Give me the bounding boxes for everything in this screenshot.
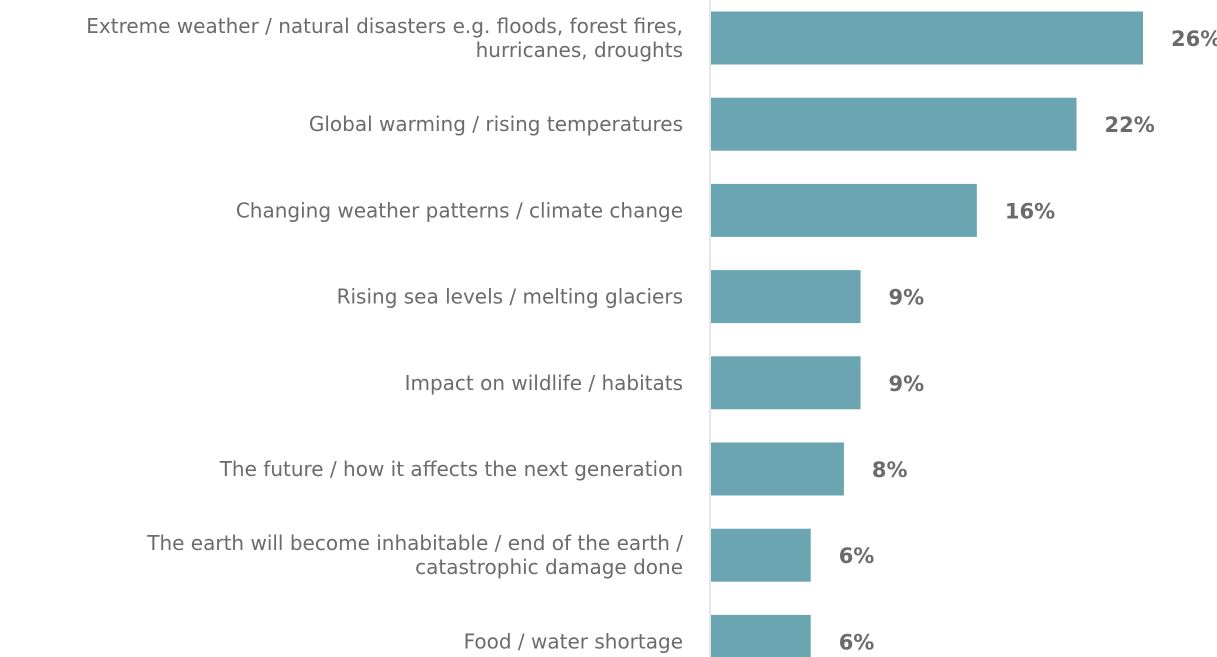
- category-label-4-line-0: Impact on wildlife / habitats: [405, 371, 683, 395]
- value-label-1: 22%: [1105, 113, 1155, 137]
- category-label-4: Impact on wildlife / habitats: [405, 371, 683, 395]
- bars-group: [711, 11, 1143, 657]
- category-label-6: The earth will become inhabitable / end …: [146, 531, 683, 579]
- category-label-2: Changing weather patterns / climate chan…: [236, 198, 683, 222]
- category-label-0: Extreme weather / natural disasters e.g.…: [86, 14, 683, 62]
- category-label-6-line-0: The earth will become inhabitable / end …: [146, 531, 683, 555]
- category-label-1-line-0: Global warming / rising temperatures: [309, 112, 683, 136]
- value-label-0: 26%: [1171, 27, 1217, 51]
- category-label-5-line-0: The future / how it affects the next gen…: [219, 457, 683, 481]
- category-label-7-line-0: Food / water shortage: [464, 629, 683, 653]
- category-label-0-line-0: Extreme weather / natural disasters e.g.…: [86, 14, 683, 38]
- category-labels-group: Extreme weather / natural disasters e.g.…: [86, 14, 683, 653]
- category-label-1: Global warming / rising temperatures: [309, 112, 683, 136]
- value-label-2: 16%: [1005, 199, 1055, 223]
- bar-2: [711, 183, 977, 237]
- bar-5: [711, 442, 844, 496]
- value-label-3: 9%: [889, 286, 925, 310]
- bar-0: [711, 11, 1143, 65]
- category-label-6-line-1: catastrophic damage done: [415, 555, 683, 579]
- category-label-7: Food / water shortage: [464, 629, 683, 653]
- bar-6: [711, 528, 811, 582]
- category-label-3-line-0: Rising sea levels / melting glaciers: [337, 285, 683, 309]
- category-label-0-line-1: hurricanes, droughts: [476, 38, 683, 62]
- bar-1: [711, 97, 1077, 151]
- category-label-3: Rising sea levels / melting glaciers: [337, 285, 683, 309]
- category-label-5: The future / how it affects the next gen…: [219, 457, 683, 481]
- value-label-7: 6%: [839, 630, 875, 654]
- bar-7: [711, 614, 811, 657]
- value-label-5: 8%: [872, 458, 908, 482]
- value-label-4: 9%: [889, 372, 925, 396]
- bar-3: [711, 270, 861, 324]
- category-label-2-line-0: Changing weather patterns / climate chan…: [236, 198, 683, 222]
- value-labels-group: 26% 22% 16% 9% 9% 8% 6% 6%: [839, 27, 1217, 654]
- value-label-6: 6%: [839, 544, 875, 568]
- bar-4: [711, 356, 861, 410]
